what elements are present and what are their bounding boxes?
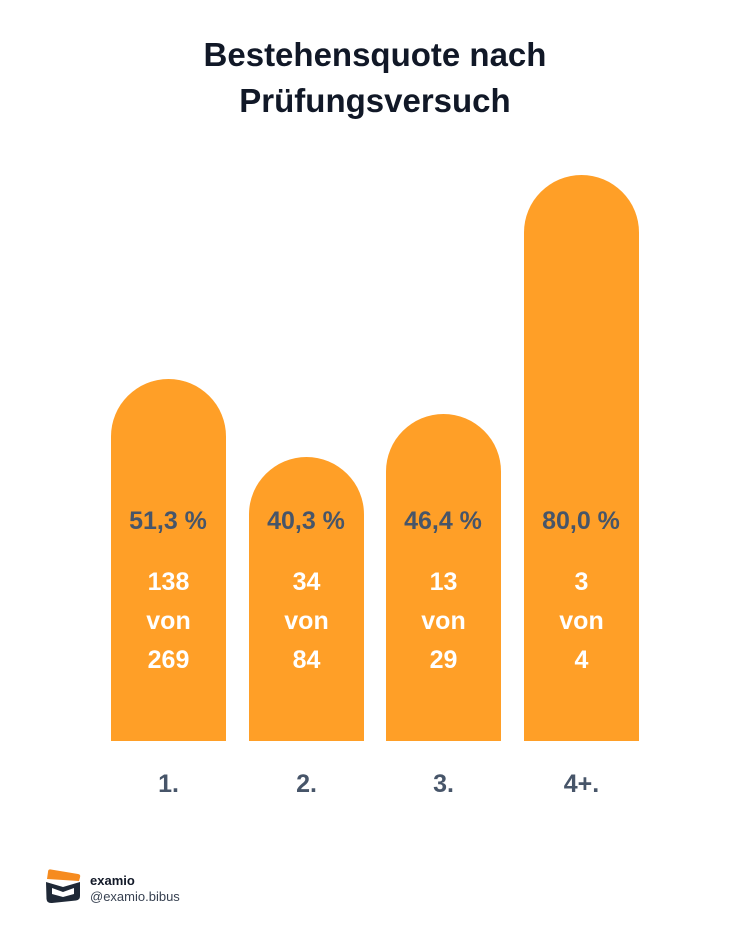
bar-4-von: von [559, 607, 604, 635]
bar-2-total: 84 [292, 646, 321, 674]
bar-4-percentage: 80,0 % [542, 507, 620, 535]
bar-attempt-3 [386, 414, 501, 741]
bar-2-von: von [284, 607, 329, 635]
bar-3-von: von [421, 607, 466, 635]
bar-2-passed: 34 [292, 568, 321, 596]
bar-3-counts: 13 von 29 [386, 563, 501, 680]
bar-3-percentage: 46,4 % [404, 507, 482, 535]
bar-1-counts: 138 von 269 [111, 563, 226, 680]
chart-title-line-2: Prüfungsversuch [239, 82, 511, 119]
bar-3-passed: 13 [429, 568, 458, 596]
brand-handle: @examio.bibus [90, 889, 180, 904]
bar-attempt-1 [111, 379, 226, 741]
bar-1-von: von [146, 607, 191, 635]
chart-title-line-1: Bestehensquote nach [203, 36, 547, 73]
bar-4-counts: 3 von 4 [524, 563, 639, 680]
bar-2-percentage: 40,3 % [267, 507, 345, 535]
bar-1-percentage: 51,3 % [129, 507, 207, 535]
chart-title: Bestehensquote nach Prüfungsversuch [0, 32, 750, 124]
bar-1-total: 269 [147, 646, 190, 674]
bar-1-passed: 138 [147, 568, 190, 596]
bar-3-total: 29 [429, 646, 458, 674]
x-label-3: 3. [433, 770, 454, 798]
bar-2-counts: 34 von 84 [249, 563, 364, 680]
brand-name: examio [90, 873, 135, 888]
bar-attempt-2 [249, 457, 364, 741]
x-label-4: 4+. [563, 770, 600, 798]
x-label-1: 1. [158, 770, 179, 798]
bar-attempt-4-plus [524, 175, 639, 741]
graduation-cap-logo-icon [46, 869, 81, 904]
x-label-2: 2. [296, 770, 317, 798]
bar-4-passed: 3 [574, 568, 589, 596]
bar-4-total: 4 [574, 646, 589, 674]
